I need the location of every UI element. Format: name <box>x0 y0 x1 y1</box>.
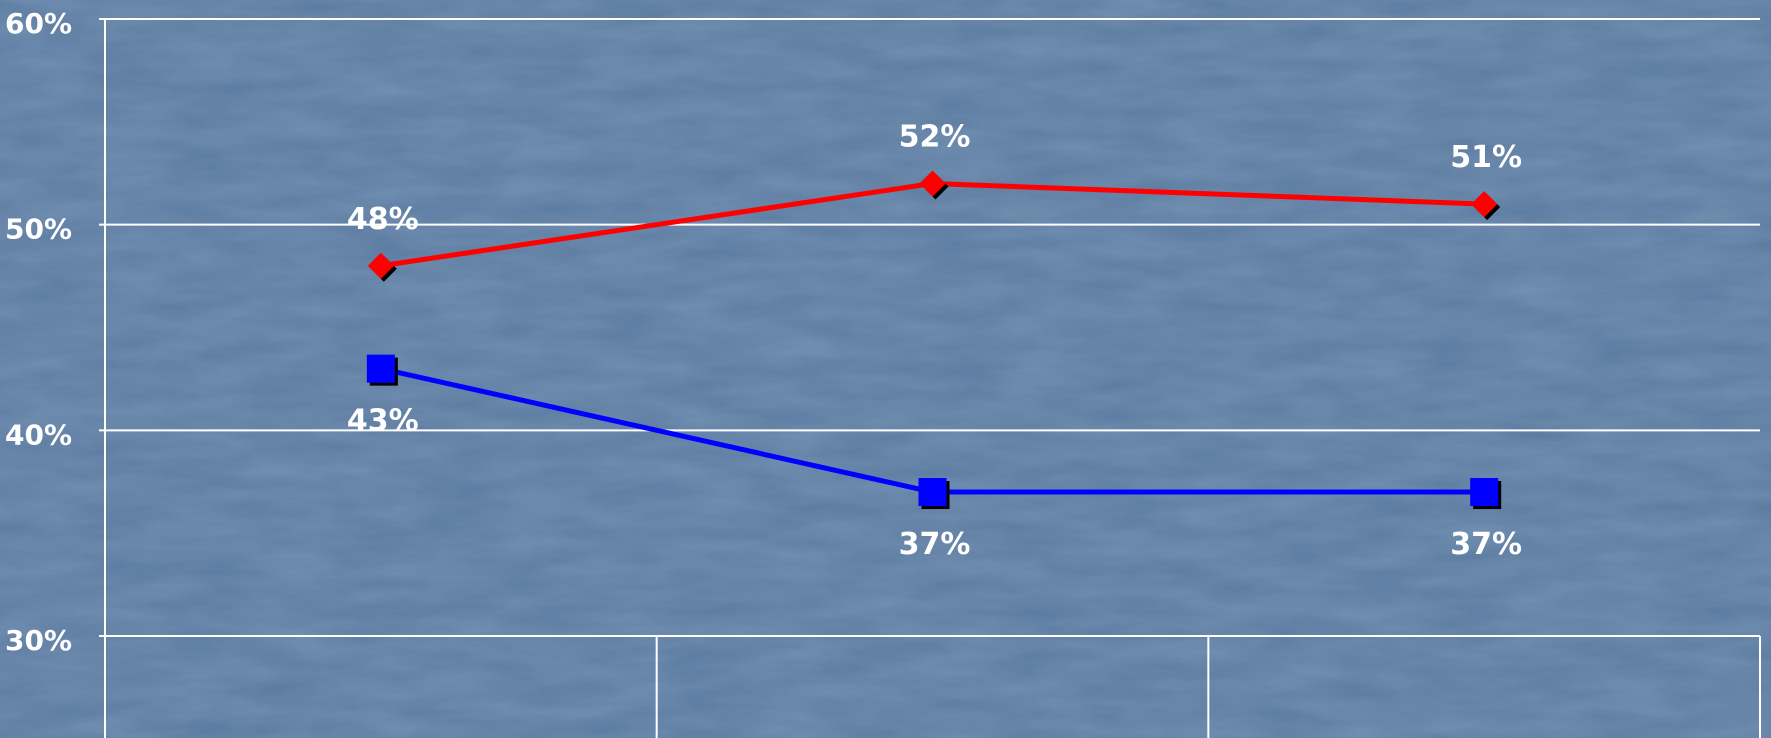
data-point-square <box>1470 478 1499 507</box>
grid-layer: 30% 40% 50% 60% <box>5 7 1761 738</box>
data-label: 37% <box>899 527 971 562</box>
data-point-diamond <box>367 252 394 279</box>
data-label: 43% <box>347 404 419 439</box>
data-point-square <box>918 478 947 507</box>
data-label: 37% <box>1450 527 1522 562</box>
y-tick-label: 40% <box>5 418 72 451</box>
y-tick-label: 50% <box>5 213 72 246</box>
data-point-square <box>366 354 395 383</box>
data-label: 48% <box>347 202 419 237</box>
y-tick-label: 30% <box>5 624 72 657</box>
data-label: 52% <box>899 120 971 155</box>
data-point-diamond <box>919 170 946 197</box>
label-layer: 48% 52% 51% 43% 37% 37% <box>347 120 1522 562</box>
y-tick-label: 60% <box>5 7 72 40</box>
data-label: 51% <box>1450 140 1522 175</box>
data-point-diamond <box>1471 191 1498 218</box>
series-layer <box>366 170 1499 507</box>
